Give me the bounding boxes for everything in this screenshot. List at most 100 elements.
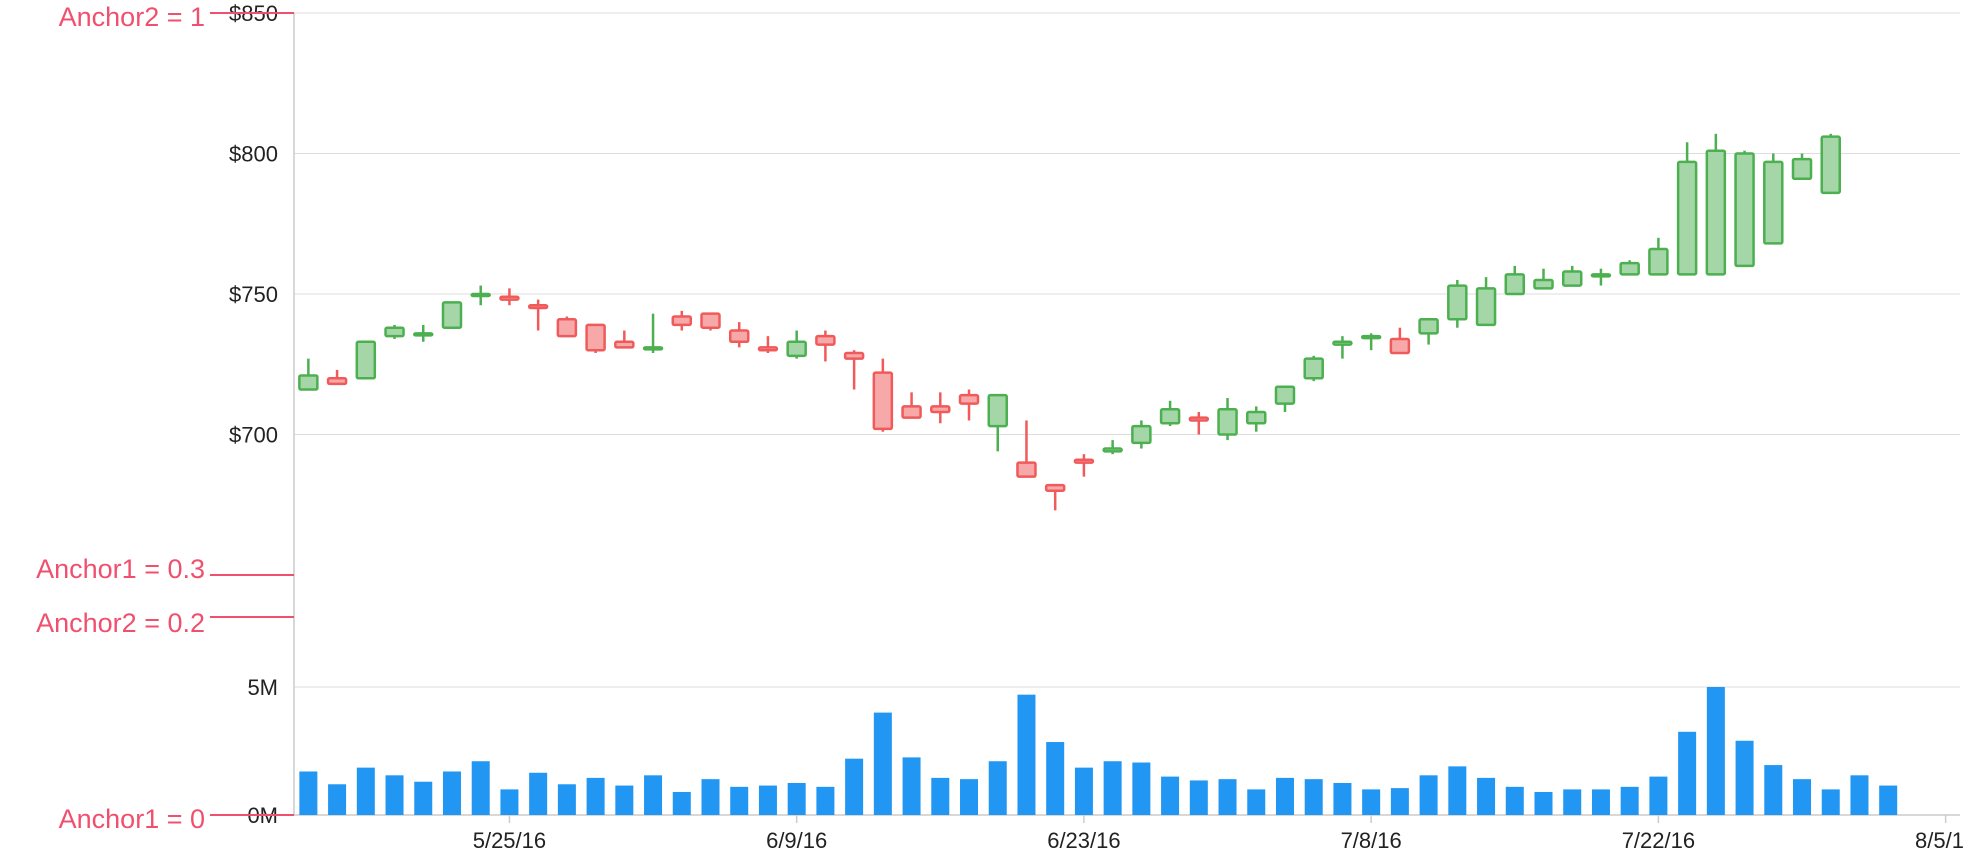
- candle-body: [901, 405, 922, 419]
- candle-body: [987, 393, 1008, 428]
- volume-bar: [1103, 761, 1122, 815]
- candle-body: [1619, 261, 1640, 276]
- anchor-label-price-top: Anchor2 = 1: [59, 2, 205, 32]
- anchor-label-volume-bottom: Anchor1 = 0: [59, 804, 205, 834]
- candle-body: [757, 346, 779, 352]
- volume-bar: [1821, 789, 1840, 815]
- candle-body: [1044, 483, 1066, 492]
- volume-bar: [615, 785, 634, 815]
- candle-body: [1274, 385, 1296, 405]
- price-candlestick-series: [298, 133, 1841, 511]
- candle-body: [470, 292, 491, 298]
- candle-body: [1360, 334, 1382, 340]
- candle-body: [326, 377, 348, 386]
- candle-body: [1332, 340, 1353, 346]
- candle-body: [1475, 287, 1497, 327]
- candle-body: [930, 405, 951, 414]
- candle-body: [1102, 447, 1123, 453]
- volume-bar: [672, 791, 691, 815]
- candle-body: [642, 346, 664, 351]
- price-y-tick-label: $700: [229, 423, 278, 448]
- volume-bar: [586, 777, 605, 815]
- volume-bar: [1275, 777, 1294, 815]
- volume-bar: [1419, 775, 1438, 815]
- volume-bar: [1247, 789, 1266, 815]
- volume-series: [299, 687, 1898, 815]
- candle-body: [1705, 149, 1727, 276]
- volume-bar: [960, 779, 979, 815]
- candle-body: [1016, 461, 1037, 478]
- volume-bar: [873, 712, 892, 815]
- volume-bar: [1477, 777, 1496, 815]
- x-tick-label: 8/5/16: [1915, 828, 1963, 853]
- candle-body: [1073, 458, 1095, 464]
- candle-body: [843, 351, 865, 360]
- volume-bar: [758, 785, 777, 815]
- candle-body: [1131, 424, 1152, 445]
- volume-bar: [1850, 775, 1869, 815]
- volume-bar: [1879, 785, 1898, 815]
- volume-bar: [500, 789, 519, 815]
- volume-bar: [1505, 786, 1524, 815]
- volume-bar: [730, 786, 749, 815]
- candle-body: [728, 329, 750, 344]
- candle-body: [1648, 247, 1669, 276]
- x-tick-label: 5/25/16: [473, 828, 546, 853]
- volume-bar: [1304, 779, 1323, 815]
- candle-body: [1217, 407, 1238, 436]
- volume-bar: [1706, 687, 1725, 815]
- x-tick-label: 6/23/16: [1047, 828, 1120, 853]
- volume-bar: [931, 777, 950, 815]
- candle-body: [1159, 407, 1181, 425]
- candle-body: [1303, 357, 1324, 380]
- volume-bar: [701, 779, 720, 815]
- price-y-tick-label: $800: [229, 142, 278, 167]
- candle-body: [815, 334, 836, 346]
- volume-bar: [1074, 767, 1093, 815]
- candle-body: [441, 301, 463, 329]
- volume-bar: [1735, 740, 1754, 815]
- candle-body: [355, 340, 377, 380]
- volume-bar: [1218, 779, 1237, 815]
- volume-bar: [1017, 694, 1036, 815]
- candle-body: [585, 323, 606, 352]
- candle-body: [384, 326, 405, 338]
- volume-bar: [1333, 783, 1352, 815]
- candle-body: [556, 318, 578, 338]
- candle-body: [499, 295, 520, 301]
- candle-body: [1791, 157, 1813, 181]
- volume-bar: [1620, 786, 1639, 815]
- volume-bar: [1132, 762, 1151, 815]
- candle-body: [786, 340, 807, 358]
- candle-body: [1590, 273, 1612, 278]
- volume-bar: [471, 761, 490, 815]
- candle-body: [1389, 337, 1411, 355]
- volume-bar: [385, 775, 404, 815]
- price-y-tick-label: $750: [229, 282, 278, 307]
- volume-bar: [1534, 791, 1553, 815]
- candle-body: [1533, 278, 1554, 290]
- volume-y-tick-label: 5M: [247, 675, 278, 700]
- volume-bar: [557, 784, 576, 815]
- volume-bar: [1793, 779, 1812, 815]
- volume-bar: [787, 783, 806, 815]
- volume-bar: [1764, 765, 1783, 815]
- x-tick-label: 7/22/16: [1622, 828, 1695, 853]
- anchor-annotations: Anchor2 = 1 Anchor1 = 0.3 Anchor2 = 0.2 …: [36, 2, 294, 834]
- candle-body: [1734, 152, 1755, 268]
- volume-bar: [1161, 776, 1180, 815]
- volume-bar: [1678, 731, 1697, 815]
- candle-body: [1246, 410, 1267, 425]
- volume-bar: [1448, 766, 1467, 815]
- candle-body: [413, 332, 434, 337]
- volume-bar: [328, 784, 347, 815]
- candle-body: [1188, 416, 1210, 422]
- volume-bar: [1649, 776, 1668, 815]
- candle-body: [1763, 160, 1784, 245]
- volume-bar: [644, 775, 663, 815]
- candle-body: [614, 340, 635, 349]
- candle-body: [958, 393, 980, 405]
- volume-bar: [1563, 789, 1582, 815]
- volume-bar: [1189, 780, 1208, 815]
- volume-bar: [845, 758, 864, 815]
